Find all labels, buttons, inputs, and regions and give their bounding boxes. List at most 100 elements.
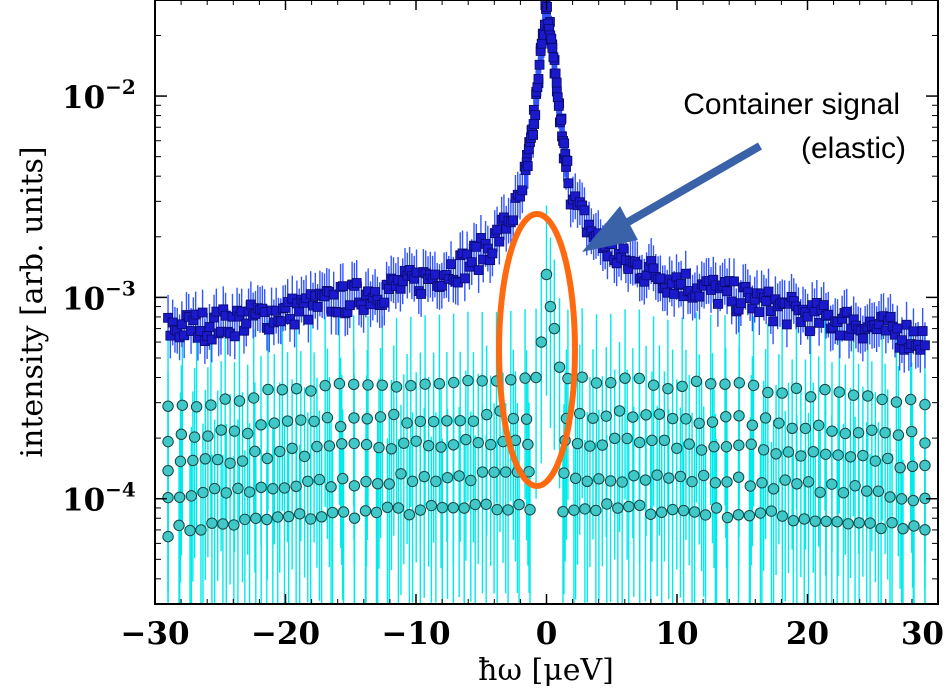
cyan-data-point xyxy=(361,413,373,425)
cyan-data-point xyxy=(666,503,679,516)
blue-data-point xyxy=(694,291,705,302)
cyan-data-point xyxy=(759,412,772,424)
cyan-data-point xyxy=(919,398,931,411)
cyan-data-point xyxy=(319,379,331,392)
blue-data-point xyxy=(901,319,912,330)
cyan-data-point xyxy=(662,382,674,395)
blue-data-point xyxy=(197,307,208,318)
cyan-data-point xyxy=(174,455,187,468)
blue-data-point xyxy=(517,185,528,196)
annotation-ellipse xyxy=(496,211,578,489)
cyan-data-point xyxy=(645,508,657,520)
cyan-data-point xyxy=(706,416,719,428)
cyan-data-point xyxy=(274,445,286,458)
cyan-data-point xyxy=(776,510,789,522)
cyan-data-point xyxy=(484,438,497,451)
cyan-data-point xyxy=(373,441,385,454)
y-axis-label: intensity [arb. units] xyxy=(15,146,50,457)
cyan-data-point xyxy=(162,491,174,504)
cyan-data-point xyxy=(302,475,314,487)
annotation-arrow-shaft xyxy=(626,142,762,226)
cyan-data-point xyxy=(892,429,905,441)
data-markers xyxy=(162,0,931,543)
cyan-data-point xyxy=(206,517,218,529)
x-tick-label: 30 xyxy=(901,616,944,652)
cyan-data-point xyxy=(790,382,803,395)
cyan-data-point xyxy=(799,422,812,435)
cyan-data-point xyxy=(601,498,613,510)
cyan-data-point xyxy=(371,477,384,490)
cyan-data-point xyxy=(544,300,557,313)
cyan-data-point xyxy=(336,438,348,450)
cyan-data-point xyxy=(683,438,695,450)
cyan-data-point xyxy=(919,437,931,449)
cyan-data-point xyxy=(414,415,427,428)
cyan-data-point xyxy=(690,375,703,388)
cyan-data-point xyxy=(505,374,517,386)
cyan-data-point xyxy=(360,438,373,451)
cyan-data-point xyxy=(261,452,274,465)
cyan-data-point xyxy=(175,428,188,441)
cyan-data-point xyxy=(568,504,580,516)
x-tick-label: −10 xyxy=(381,616,450,652)
cyan-data-point xyxy=(202,430,214,442)
cyan-data-point xyxy=(866,424,878,436)
cyan-data-point xyxy=(890,396,903,408)
blue-data-point xyxy=(487,248,498,259)
cyan-data-point xyxy=(600,410,612,422)
cyan-data-point xyxy=(633,372,646,385)
blue-data-point xyxy=(559,138,570,149)
blue-data-point xyxy=(548,52,559,63)
blue-data-point xyxy=(805,326,815,337)
cyan-data-point xyxy=(733,410,745,422)
cyan-data-point xyxy=(395,468,407,480)
cyan-data-point xyxy=(745,438,757,450)
cyan-data-point xyxy=(228,425,241,437)
cyan-data-point xyxy=(232,482,244,495)
cyan-data-point xyxy=(476,375,488,387)
cyan-data-point xyxy=(276,384,288,396)
cyan-data-point xyxy=(609,432,621,445)
cyan-data-point xyxy=(248,392,260,404)
cyan-data-point xyxy=(623,500,635,513)
blue-data-point xyxy=(556,114,566,125)
blue-data-point xyxy=(669,288,680,299)
cyan-data-point xyxy=(590,504,602,517)
cyan-data-point xyxy=(733,377,745,389)
cyan-data-point xyxy=(188,431,201,443)
cyan-data-point xyxy=(211,453,224,466)
blue-data-point xyxy=(416,289,427,299)
cyan-data-point xyxy=(908,520,920,532)
cyan-data-point xyxy=(220,487,232,499)
cyan-data-point xyxy=(422,439,435,452)
blue-data-point xyxy=(818,300,829,310)
cyan-data-point xyxy=(651,469,663,481)
cyan-data-point xyxy=(621,432,633,445)
blue-data-point xyxy=(802,311,813,322)
blue-data-point xyxy=(546,33,557,44)
cyan-data-point xyxy=(765,505,778,517)
cyan-data-point xyxy=(398,437,410,449)
cyan-data-point xyxy=(762,386,774,399)
cyan-data-point xyxy=(255,419,267,431)
cyan-data-point xyxy=(613,405,626,417)
cyan-data-point xyxy=(481,408,493,421)
cyan-data-point xyxy=(162,530,174,543)
cyan-data-point xyxy=(278,482,291,494)
cyan-data-point xyxy=(705,378,717,390)
cyan-data-point xyxy=(453,470,465,482)
blue-data-point xyxy=(532,82,543,93)
cyan-data-point xyxy=(321,411,334,424)
cyan-data-point xyxy=(805,391,817,403)
cyan-data-point xyxy=(348,480,361,492)
cyan-data-point xyxy=(548,322,561,335)
cyan-data-point xyxy=(436,501,448,514)
cyan-data-point xyxy=(419,378,431,390)
cyan-data-point xyxy=(435,441,447,453)
cyan-data-point xyxy=(430,475,442,488)
annotation-line-2: (elastic) xyxy=(801,132,906,165)
cyan-data-point xyxy=(462,374,474,387)
cyan-data-point xyxy=(708,441,720,453)
cyan-data-point xyxy=(744,480,756,492)
